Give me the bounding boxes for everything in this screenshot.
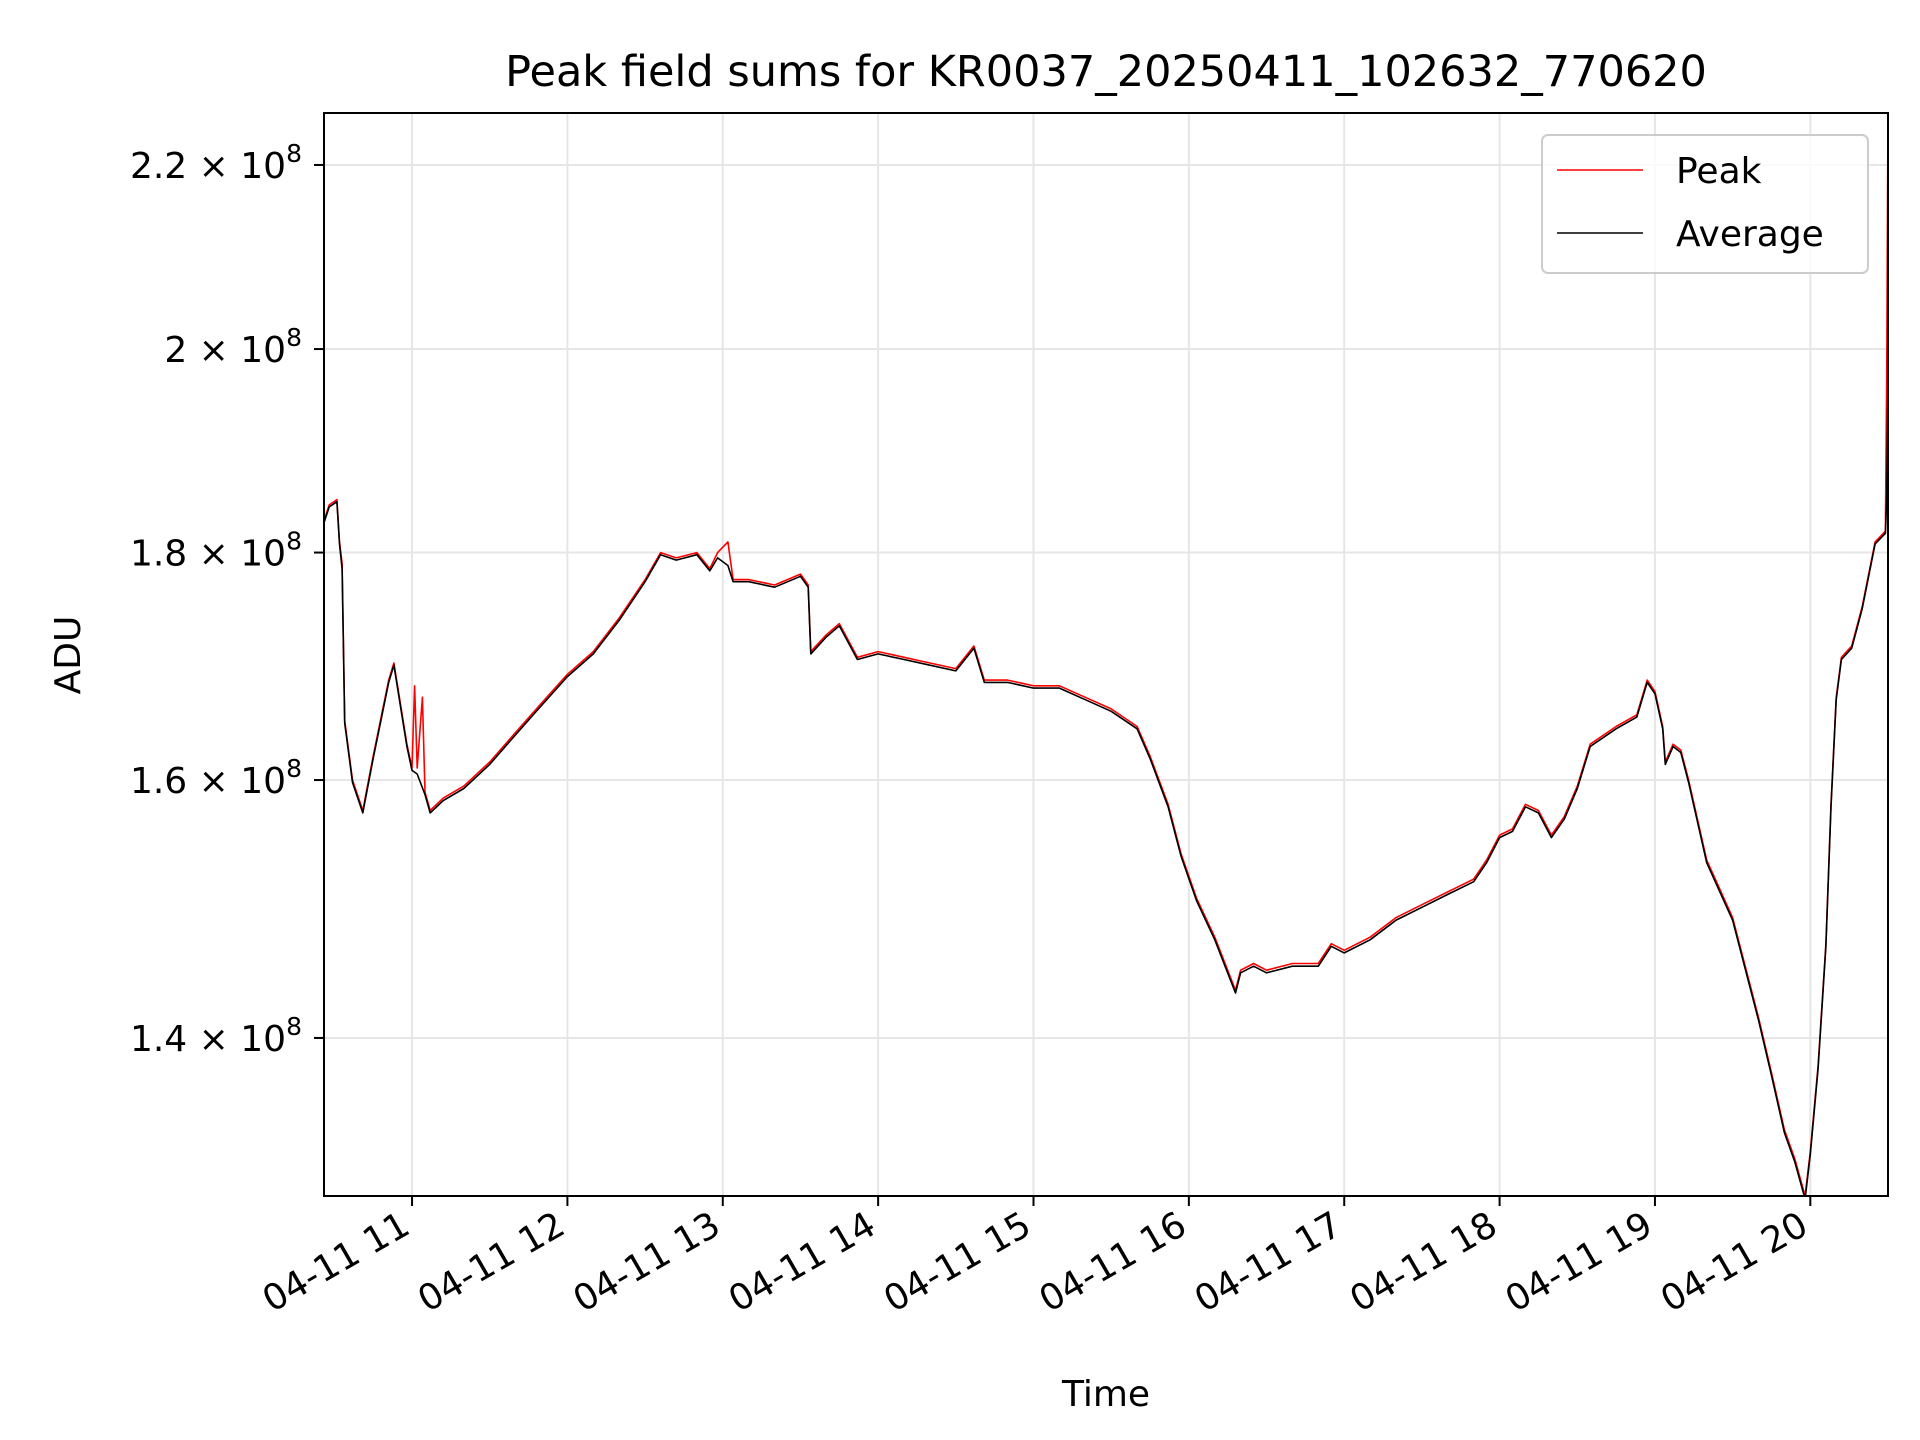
y-axis-label: ADU [48,616,89,695]
y-tick-label: 2 × 108 [164,323,302,371]
plot-frame [323,112,1889,1197]
y-tick-label: 1.8 × 108 [130,527,302,575]
x-tick-label: 04-11 11 [256,1204,417,1320]
x-tick-label: 04-11 13 [567,1204,728,1320]
x-tick-label: 04-11 12 [411,1204,572,1320]
y-tick-label: 1.6 × 108 [130,754,302,802]
legend-label-peak: Peak [1676,151,1762,192]
series-line-average [324,378,1888,1196]
x-tick-label: 04-11 14 [722,1204,883,1320]
y-tick-label: 2.2 × 108 [130,139,302,187]
grid-lines [324,113,1888,1196]
x-tick-label: 04-11 19 [1499,1204,1660,1320]
x-tick-label: 04-11 20 [1654,1204,1815,1320]
legend-label-average: Average [1676,214,1824,255]
series-line-peak [324,113,1888,1196]
x-axis-label: Time [1061,1374,1150,1415]
x-tick-label: 04-11 16 [1033,1204,1194,1320]
chart-title: Peak field sums for KR0037_20250411_1026… [505,47,1707,97]
legend: Peak Average [1541,134,1869,274]
series-layer [324,113,1888,1196]
x-tick-label: 04-11 15 [877,1204,1038,1320]
x-tick-label: 04-11 18 [1343,1204,1504,1320]
x-tick-label: 04-11 17 [1188,1204,1349,1320]
y-tick-label: 1.4 × 108 [130,1012,302,1060]
